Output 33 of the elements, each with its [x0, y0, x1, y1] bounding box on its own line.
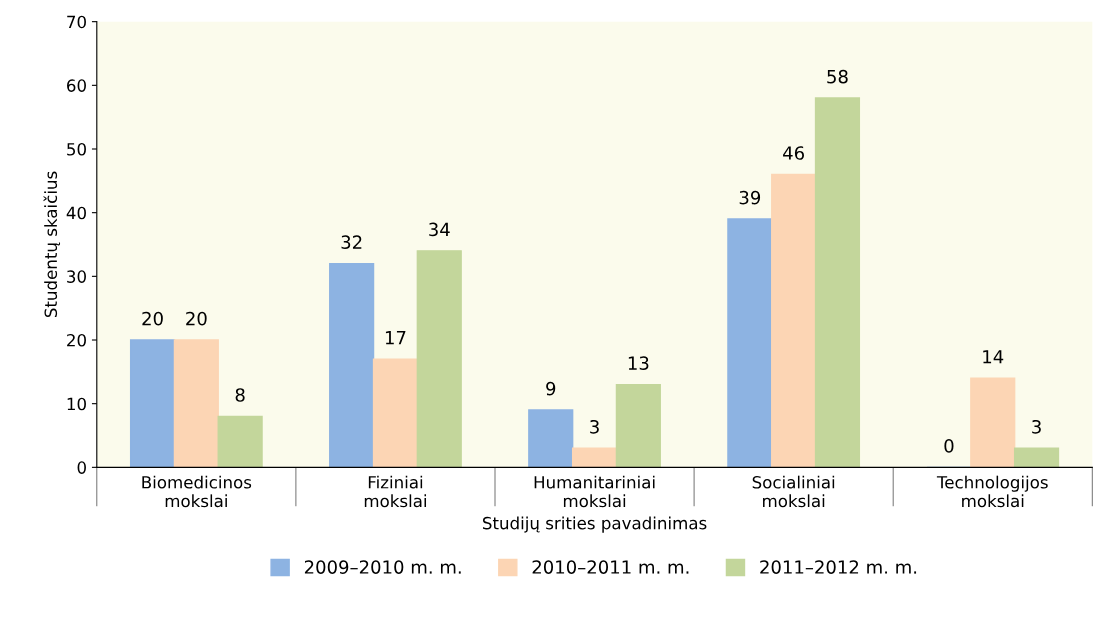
x-tick-label: Biomedicinos mokslai — [142, 475, 252, 508]
y-tick-label: 20 — [67, 333, 86, 347]
data-label: 14 — [983, 350, 1004, 364]
y-tick-label: 10 — [67, 397, 86, 411]
data-label: 0 — [944, 439, 954, 453]
data-label: 46 — [783, 146, 804, 160]
data-label: 3 — [1032, 419, 1041, 434]
y-tick-label: 70 — [67, 15, 86, 29]
data-label: 32 — [341, 235, 362, 249]
y-tick-label: 50 — [67, 142, 86, 156]
legend-label: 2010–2011 m. m. — [532, 560, 689, 574]
x-tick-label: Fiziniai mokslai — [364, 475, 427, 508]
x-tick-label: Socialiniai mokslai — [752, 475, 835, 508]
data-label: 17 — [385, 331, 406, 345]
legend-label: 2009–2010 m. m. — [304, 560, 461, 574]
data-label: 8 — [235, 388, 245, 402]
data-label: 3 — [590, 419, 599, 434]
legend-label: 2011–2012 m. m. — [760, 560, 917, 574]
y-tick-label: 30 — [67, 270, 86, 283]
data-label: 20 — [142, 311, 163, 326]
x-tick-label: Humanitariniai mokslai — [534, 475, 655, 508]
y-tick-label: 40 — [66, 206, 86, 220]
data-label: 13 — [628, 356, 649, 370]
x-axis-title: Studijų srities pavadinimas — [482, 516, 707, 533]
y-tick-label: 60 — [67, 79, 86, 92]
data-label: 34 — [429, 222, 450, 237]
data-label: 58 — [827, 69, 848, 84]
data-label: 9 — [546, 381, 556, 396]
data-label: 20 — [186, 311, 207, 326]
y-tick-label: 0 — [77, 461, 86, 474]
x-tick-label: Technologijos mokslai — [936, 475, 1048, 508]
y-axis-title: Studentų skaičius — [43, 171, 61, 318]
data-label: 39 — [739, 190, 761, 205]
